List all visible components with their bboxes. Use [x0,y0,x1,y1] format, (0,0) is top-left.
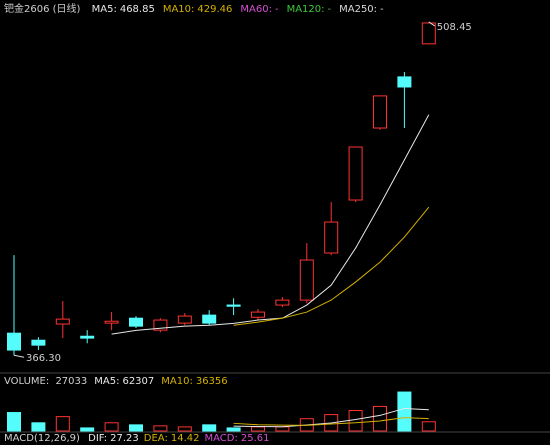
annotation-leader [428,21,436,27]
legend-label: DIF: [88,433,107,444]
legend-label: MA5: [92,4,117,15]
volume-title: VOLUME: [4,376,49,387]
legend-value: - [328,4,332,15]
volume-bar [80,427,95,432]
legend-value: 27033 [55,376,87,387]
candle-body [226,304,241,307]
volume-ma-line [233,417,429,426]
volume-bar [55,416,70,432]
volume-bar [31,422,46,432]
volume-legend: VOLUME: 27033 MA5: 62307 MA10: 36356 [4,376,228,387]
legend-value: 468.85 [120,4,155,15]
volume-bar [275,426,290,432]
legend-label: MA60: [240,4,272,15]
legend: 钯金2606 (日线) MA5: 468.85 MA10: 429.46 MA60: - M… [4,2,384,15]
volume-bar [202,424,217,432]
volume-bar [177,426,192,432]
candle-body [299,259,314,301]
volume-bar [348,410,363,432]
legend-value: 25.61 [241,433,270,444]
volume-bar [226,427,241,432]
volume-bar [397,391,412,432]
volume-bar [104,422,119,432]
volume-bar [373,405,387,432]
volume-bar [7,412,21,432]
annotation: 508.45 [437,22,472,33]
volume-bar [251,426,265,432]
legend-label: MA120: [287,4,325,15]
legend-label: MA250: [339,4,377,15]
candle-body [324,221,339,254]
candle-body [275,299,290,306]
legend-label: MA10: [163,4,195,15]
candle-body [7,332,21,351]
ma-line [111,114,430,335]
legend-label: DEA: [144,433,168,444]
annotation: 366.30 [26,353,61,364]
candle-body [177,315,192,324]
candle-body [104,320,119,324]
volume-bar [129,424,143,432]
legend-value: 62307 [122,376,154,387]
candle-body [80,335,95,339]
legend-label: MACD: [204,433,237,444]
legend-value: - [380,4,384,15]
volume-ma-line [233,407,429,428]
candle-body [153,319,168,331]
macd-title: MACD(12,26,9) [4,433,80,444]
legend-value: 14.42 [171,433,200,444]
legend-label: MA10: [161,376,193,387]
candle-body [348,146,363,201]
legend-value: 27.23 [110,433,139,444]
macd-legend: MACD(12,26,9) DIF: 27.23 DEA: 14.42 MACD: 25.… [4,433,269,444]
legend-value: 36356 [196,376,228,387]
candle-body [251,311,265,318]
ma-line [233,206,430,326]
candle-body [202,314,217,324]
candle-body [421,22,436,45]
chart-title: 钯金2606 (日线) [4,2,81,15]
legend-value: - [275,4,279,15]
annotation-leader [13,354,25,358]
legend-label: MA5: [94,376,119,387]
volume-bar [421,421,436,432]
candle-body [55,318,70,325]
legend-value: 429.46 [197,4,232,15]
candle-body [373,95,387,129]
candle-body [397,76,412,88]
volume-bar [153,425,168,432]
candle-body [31,339,46,346]
candle-body [129,317,143,327]
